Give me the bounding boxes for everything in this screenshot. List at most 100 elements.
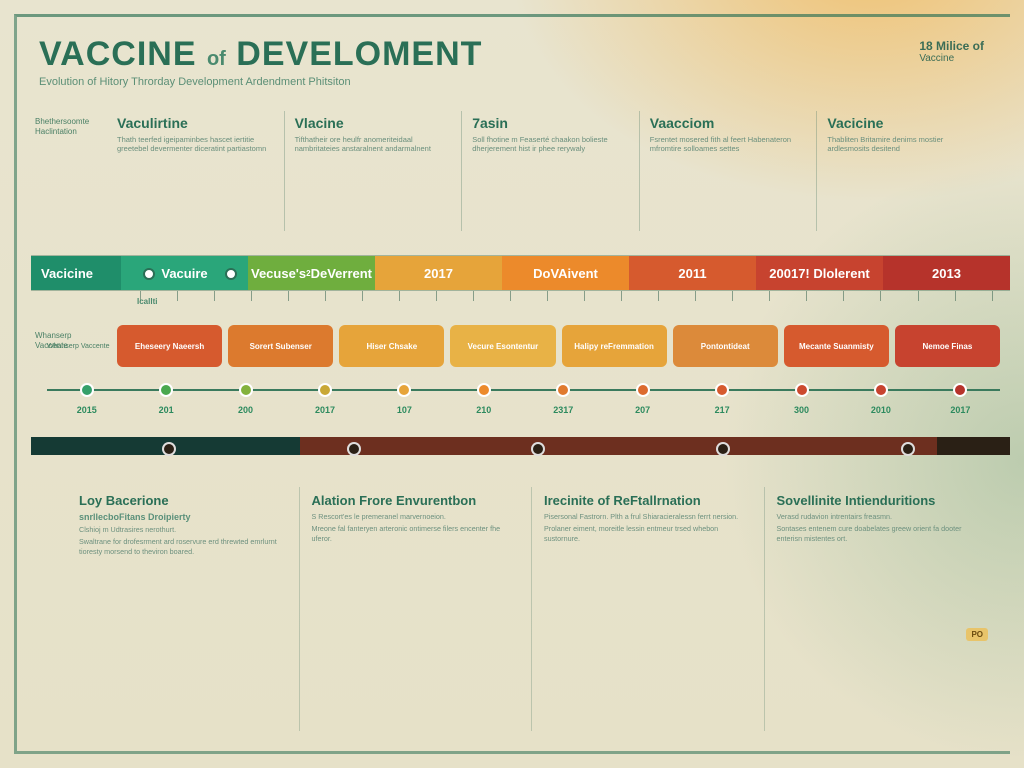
tick: [269, 291, 306, 319]
tick: [529, 291, 566, 319]
year-dot-cell: 201: [126, 375, 205, 423]
year-dot: [874, 383, 888, 397]
tick: [936, 291, 973, 319]
col-title: Sovellinite Intienduritions: [777, 493, 985, 508]
bar2-marker: [716, 442, 730, 456]
header-row: Vaculirtine Thath teerfed igeipaminbes h…: [107, 111, 994, 231]
year-label: 2017: [315, 405, 335, 415]
year-dot-cell: 2010: [841, 375, 920, 423]
bar2-segment: [937, 437, 1010, 455]
year-label: 2010: [871, 405, 891, 415]
subtitle: Evolution of Hitory Throrday Development…: [39, 76, 994, 88]
col-title: Loy Bacerione: [79, 493, 287, 508]
col-body: Verasd rudavion intrentairs freasmn.Sont…: [777, 512, 985, 543]
bar2-marker-cell: [446, 455, 631, 479]
tiny-tag: PO: [966, 628, 988, 641]
header-cell: Vacicine Thabliten Britamire denims most…: [816, 111, 994, 231]
header-body: Fsrentet mosered fith al feert Habenater…: [650, 135, 807, 154]
category-box: Eheseery Naeersh: [117, 325, 222, 367]
year-label: 107: [397, 405, 412, 415]
category-box: Mecante Suanmisty: [784, 325, 889, 367]
header-body: Thath teerfed igeipaminbes hascet iertit…: [117, 135, 274, 154]
header-cell: Vlacine Tifthatheir ore heulfr anomerite…: [284, 111, 462, 231]
main-title: VACCINE of DEVELOMENT: [39, 35, 994, 74]
year-label: 2017: [950, 405, 970, 415]
category-box: Sorert Subenser: [228, 325, 333, 367]
bar2-marker-cell: [77, 455, 262, 479]
year-label: 2317: [553, 405, 573, 415]
header-title: Vlacine: [295, 115, 452, 131]
header-cell: 7asin Soll fhotine m Feaserté chaakon bo…: [461, 111, 639, 231]
bar1-segment: DoVAivent: [502, 256, 629, 290]
col-title: Alation Frore Envurentbon: [312, 493, 520, 508]
year-dot-cell: 200: [206, 375, 285, 423]
header-cell: Vaacciom Fsrentet mosered fith al feert …: [639, 111, 817, 231]
bar2-marker-cell: [631, 455, 816, 479]
bar1-segment: 2011: [629, 256, 756, 290]
bar2-marker-cell: [262, 455, 447, 479]
year-dot-row: 2015 201 200 2017 107 210 2317 207 217 3…: [47, 375, 1000, 423]
bar2-marker: [531, 442, 545, 456]
bar1-segment: 20017! Dlolerent: [756, 256, 883, 290]
tick: [306, 291, 343, 319]
col-title: Irecinite of ReFtallrnation: [544, 493, 752, 508]
tick: [751, 291, 788, 319]
header-body: Soll fhotine m Feaserté chaakon bolieste…: [472, 135, 629, 154]
year-dot-cell: 2317: [524, 375, 603, 423]
year-dot: [953, 383, 967, 397]
header-title: Vacicine: [827, 115, 984, 131]
bar2-marker-cell: [815, 455, 1000, 479]
bar1-sublabel: Icallti: [137, 297, 157, 306]
col-body: Clshioj m Udtrasires nerothurt.Swaltrane…: [79, 525, 287, 556]
bar2-marker: [901, 442, 915, 456]
year-dot: [715, 383, 729, 397]
bar1-marker: [143, 268, 155, 280]
timeline-bar-2: [31, 437, 1010, 455]
year-dot-cell: 2015: [47, 375, 126, 423]
bar1-marker: [225, 268, 237, 280]
header-cell: Vaculirtine Thath teerfed igeipaminbes h…: [107, 111, 284, 231]
tick: [973, 291, 1010, 319]
header-body: Tifthatheir ore heulfr anomeriteidaal na…: [295, 135, 452, 154]
year-dot: [159, 383, 173, 397]
tick: [195, 291, 232, 319]
category-box: Halipy reFremmation: [562, 325, 667, 367]
bottom-columns: Loy Bacerione snrllecboFitans Droipierty…: [67, 487, 996, 731]
tick: [825, 291, 862, 319]
year-dot: [477, 383, 491, 397]
bar2-marker: [347, 442, 361, 456]
bar1-ticks: [121, 291, 1010, 319]
tick: [343, 291, 380, 319]
tick: [232, 291, 269, 319]
bottom-column: Loy Bacerione snrllecboFitans Droipierty…: [67, 487, 299, 731]
year-dot: [239, 383, 253, 397]
title-post: DEVELOMENT: [236, 35, 482, 73]
year-dot: [795, 383, 809, 397]
col-body: Pisersonal Fastrorn. Plth a frul Shiarac…: [544, 512, 752, 543]
bar2-segment: [300, 437, 936, 455]
year-dot-cell: 300: [762, 375, 841, 423]
tick: [566, 291, 603, 319]
category-box: Vecure Esontentur: [450, 325, 555, 367]
year-label: 201: [159, 405, 174, 415]
tick: [603, 291, 640, 319]
tick: [491, 291, 528, 319]
tick: [677, 291, 714, 319]
bar1-segment: 2017: [375, 256, 502, 290]
bar1-left-label: Vacicine: [31, 256, 121, 290]
bar2-markers: [77, 455, 1000, 479]
category-box: Pontontideat: [673, 325, 778, 367]
corner-label: 18 Milice of Vaccine: [919, 39, 984, 64]
timeline-bar-1: Vacicine VacuireVecuse's2 DeVerrent2017D…: [31, 255, 1010, 291]
year-dot: [636, 383, 650, 397]
year-dot: [556, 383, 570, 397]
category-box: Nemoe Finas: [895, 325, 1000, 367]
year-dot-cell: 210: [444, 375, 523, 423]
boxrow-left-label: Whanserp Vaccente: [47, 325, 111, 367]
tick: [380, 291, 417, 319]
tick: [640, 291, 677, 319]
tick: [714, 291, 751, 319]
tick: [862, 291, 899, 319]
year-dot: [397, 383, 411, 397]
year-dot-cell: 207: [603, 375, 682, 423]
